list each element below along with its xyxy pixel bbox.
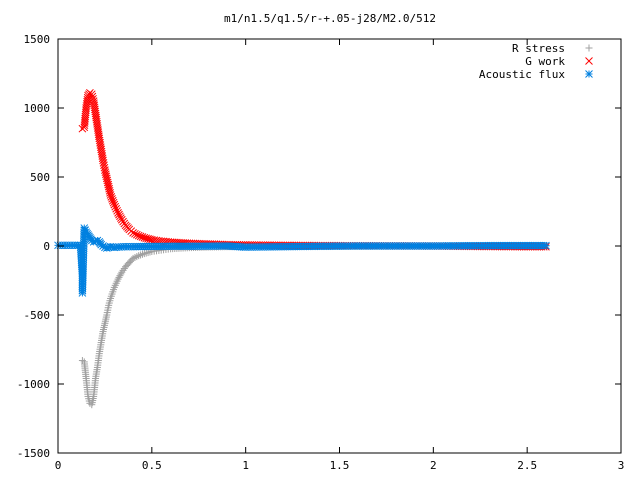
data-point [542,241,550,250]
y-tick-label: 0 [43,240,50,253]
legend-marker [585,44,593,52]
legend-marker [585,70,593,78]
series-r-stress [78,242,550,409]
axes: 0 0.5 1 1.5 2 2.5 3 1500 1000 500 0 -500 -1000 -1500 [17,33,624,472]
data-point [99,159,108,167]
data-point [98,154,107,163]
x-tick-label: 0.5 [142,459,162,472]
data-point [111,202,120,211]
y-tick-label: 1000 [24,102,51,115]
data-point [131,229,139,238]
data-point [113,206,121,215]
y-tick-label: 500 [30,171,50,184]
x-tick-label: 2 [430,459,437,472]
plot-area [54,88,550,409]
series-acoustic-flux [54,224,550,297]
data-point [100,163,109,172]
data-point [109,198,118,207]
legend-label: R stress [512,42,565,55]
data-point [117,214,125,222]
y-tick-label: 1500 [24,33,51,46]
legend-marker [585,57,593,65]
x-tick-label: 1.5 [330,459,350,472]
data-point [88,92,97,101]
y-tick-label: -1000 [17,378,50,391]
data-point [144,249,152,257]
x-tick-label: 3 [618,459,625,472]
data-point [110,200,119,209]
data-point [99,156,107,165]
y-tick-label: -1500 [17,447,50,460]
data-point [87,90,96,99]
data-point [100,161,108,170]
series-g-work [78,88,550,251]
legend-label: G work [525,55,565,68]
x-tick-label: 2.5 [517,459,537,472]
data-point [117,270,125,278]
y-tick-label: -500 [24,309,51,322]
data-point [142,249,150,257]
x-tick-label: 0 [55,459,62,472]
data-point [129,229,137,237]
legend-label: Acoustic flux [479,68,565,81]
x-tick-label: 1 [242,459,249,472]
chart-title: m1/n1.5/q1.5/r-+.05-j28/M2.0/512 [224,12,436,25]
data-point [112,204,121,213]
